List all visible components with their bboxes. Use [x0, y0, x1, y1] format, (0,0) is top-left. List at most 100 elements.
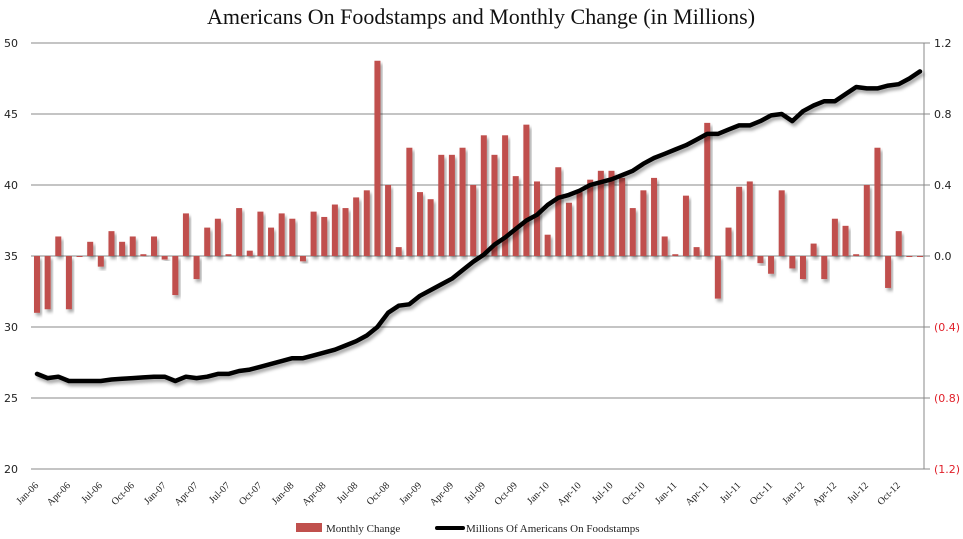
bar: [544, 234, 551, 256]
bar: [161, 256, 168, 260]
bar: [151, 236, 158, 256]
gridlines: [31, 42, 924, 470]
x-tick-label: Oct-11: [748, 480, 775, 507]
x-tick-label: Jan-12: [780, 480, 807, 507]
bar: [725, 227, 732, 256]
x-tick-label: Jul-07: [207, 480, 232, 505]
bar: [480, 135, 487, 256]
bar: [523, 124, 530, 257]
x-tick-label: Jan-07: [142, 480, 169, 507]
bar: [502, 135, 509, 256]
x-tick-label: Jan-10: [525, 480, 552, 507]
x-tick-label: Apr-08: [300, 480, 328, 508]
bar: [374, 60, 381, 256]
x-tick-label: Jul-12: [845, 480, 870, 505]
x-tick-label: Jan-11: [653, 480, 679, 506]
bar: [448, 154, 455, 256]
bar: [172, 256, 179, 296]
bar: [629, 208, 636, 256]
bar: [204, 227, 211, 256]
x-tick-label: Oct-08: [365, 480, 392, 507]
bar: [821, 256, 828, 280]
left-axis: 50 45 40 35 30 25 20: [4, 37, 18, 476]
bar: [555, 167, 562, 256]
bar: [342, 208, 349, 256]
bar: [534, 181, 541, 256]
bar: [565, 202, 572, 256]
bar: [76, 256, 83, 257]
left-tick-label: 50: [4, 37, 18, 50]
right-tick-label: (1.2): [934, 463, 960, 476]
bar: [331, 204, 338, 256]
bar: [587, 179, 594, 256]
left-tick-label: 20: [4, 463, 18, 476]
x-tick-label: Jul-09: [462, 480, 487, 505]
bar: [97, 256, 104, 267]
x-tick-label: Oct-06: [109, 480, 136, 507]
bar: [193, 256, 200, 280]
bar: [470, 185, 477, 256]
bar: [661, 236, 668, 256]
bar-series-monthly-change: [34, 60, 923, 313]
x-tick-label: Apr-06: [45, 480, 73, 508]
bar: [385, 185, 392, 256]
line-series-foodstamps: [34, 69, 923, 384]
bar: [906, 256, 913, 257]
bar: [757, 256, 764, 264]
bar: [459, 147, 466, 256]
legend-swatch-bar: [296, 523, 322, 532]
legend-label-bar: Monthly Change: [326, 523, 400, 535]
bar: [34, 256, 40, 313]
left-tick-label: 25: [4, 392, 18, 405]
bar: [65, 256, 72, 310]
x-tick-label: Oct-09: [492, 480, 519, 507]
foodstamps-line: [34, 69, 923, 384]
bar: [491, 154, 498, 256]
x-tick-label: Jul-08: [335, 480, 360, 505]
bar: [55, 236, 62, 256]
x-tick-label: Jul-11: [718, 480, 743, 505]
right-tick-label: (0.8): [934, 392, 960, 405]
x-axis: Jan-06 Apr-06 Jul-06 Oct-06 Jan-07 Apr-07 Jul-…: [14, 480, 902, 508]
right-tick-label: 0.0: [934, 250, 952, 263]
x-tick-label: Oct-12: [875, 480, 902, 507]
bar: [746, 181, 753, 256]
x-tick-label: Jul-10: [590, 480, 615, 505]
bar: [140, 254, 147, 256]
bar: [863, 185, 870, 256]
left-tick-label: 40: [4, 179, 18, 192]
bar: [512, 176, 519, 256]
bar: [917, 256, 923, 257]
bar: [310, 211, 317, 256]
bar: [736, 186, 743, 256]
bar: [799, 256, 806, 280]
left-tick-label: 35: [4, 250, 18, 263]
bar: [416, 192, 423, 256]
left-tick-label: 30: [4, 321, 18, 334]
bar: [672, 254, 679, 256]
bar: [395, 247, 402, 256]
bar: [427, 199, 434, 256]
x-tick-label: Apr-11: [684, 480, 712, 508]
legend-label-line: Millions Of Americans On Foodstamps: [466, 523, 640, 535]
bar: [353, 197, 360, 256]
bar: [87, 241, 94, 256]
x-tick-label: Oct-07: [237, 480, 264, 507]
chart-title: Americans On Foodstamps and Monthly Chan…: [207, 4, 755, 29]
bar: [438, 154, 445, 256]
bar: [597, 170, 604, 256]
x-tick-label: Jul-06: [79, 480, 104, 505]
bar: [182, 213, 189, 256]
bar: [895, 231, 902, 256]
bar: [236, 208, 243, 256]
right-axis: 1.2 0.8 0.4 0.0 (0.4) (0.8) (1.2): [924, 37, 960, 476]
bar: [108, 231, 115, 256]
bar: [704, 122, 711, 256]
bar: [268, 227, 275, 256]
legend: Monthly Change Millions Of Americans On …: [296, 523, 640, 535]
bar: [619, 177, 626, 256]
bar: [246, 250, 253, 256]
x-tick-label: Apr-09: [428, 480, 456, 508]
x-tick-label: Apr-12: [811, 480, 839, 508]
